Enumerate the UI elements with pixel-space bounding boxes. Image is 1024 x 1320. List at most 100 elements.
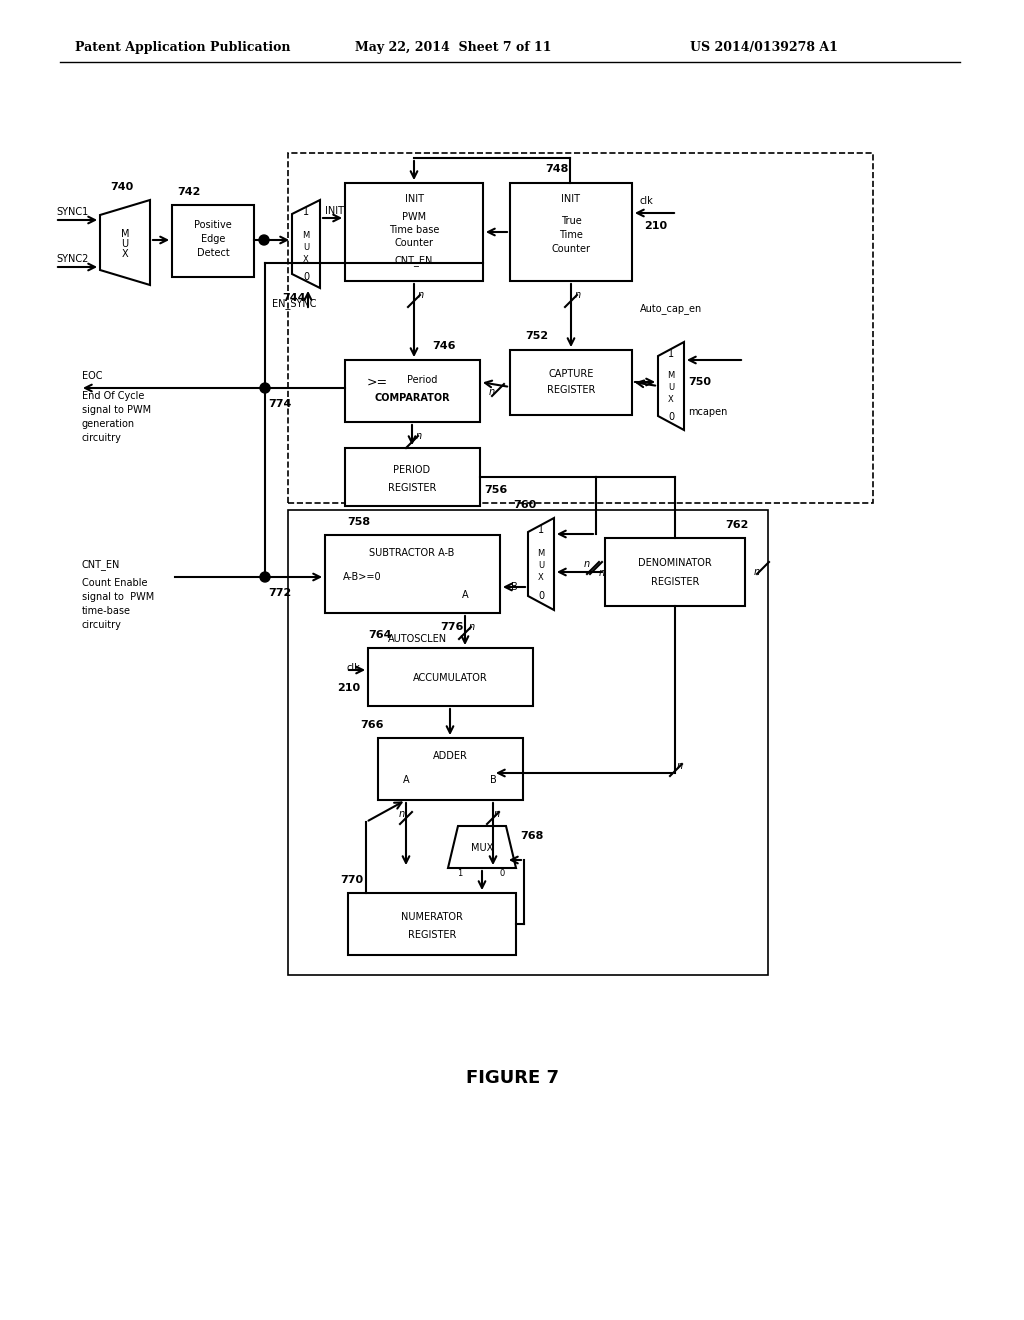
Text: INIT: INIT [561, 194, 581, 205]
Text: REGISTER: REGISTER [547, 385, 595, 395]
Text: generation: generation [82, 418, 135, 429]
Text: 750: 750 [688, 378, 711, 387]
Text: U: U [303, 243, 309, 252]
Text: REGISTER: REGISTER [408, 931, 456, 940]
Text: 744: 744 [282, 293, 305, 304]
Text: n: n [584, 558, 590, 569]
Bar [288, 153, 873, 503]
Text: 1: 1 [668, 348, 674, 359]
Polygon shape [658, 342, 684, 430]
Text: n: n [599, 568, 605, 578]
Bar [345, 183, 483, 281]
Text: B: B [489, 775, 497, 785]
Bar [345, 447, 480, 506]
Text: CNT_EN: CNT_EN [395, 256, 433, 267]
Text: May 22, 2014  Sheet 7 of 11: May 22, 2014 Sheet 7 of 11 [355, 41, 552, 54]
Text: n: n [575, 290, 582, 300]
Text: 756: 756 [484, 484, 507, 495]
Text: circuitry: circuitry [82, 433, 122, 444]
Text: X: X [668, 396, 674, 404]
Text: Edge: Edge [201, 234, 225, 244]
Text: n: n [677, 762, 683, 771]
Text: INIT: INIT [325, 206, 344, 216]
Text: 210: 210 [644, 220, 667, 231]
Text: 0: 0 [303, 272, 309, 282]
Circle shape [259, 235, 269, 246]
Text: A-B>=0: A-B>=0 [343, 572, 382, 582]
Text: A: A [462, 590, 468, 601]
Text: n: n [494, 809, 500, 818]
Text: 210: 210 [337, 682, 360, 693]
Text: NUMERATOR: NUMERATOR [401, 912, 463, 921]
Bar [510, 183, 632, 281]
Text: Time base: Time base [389, 224, 439, 235]
Text: 764: 764 [368, 630, 391, 640]
Bar [605, 539, 745, 606]
Text: signal to PWM: signal to PWM [82, 405, 152, 414]
Text: Positive: Positive [195, 220, 231, 230]
Text: M: M [538, 549, 545, 558]
Text: 770: 770 [340, 875, 364, 884]
Text: Auto_cap_en: Auto_cap_en [640, 304, 702, 314]
Text: EN_SYNC: EN_SYNC [272, 298, 316, 309]
Bar [378, 738, 523, 800]
Text: X: X [122, 249, 128, 259]
Polygon shape [100, 201, 150, 285]
Text: U: U [538, 561, 544, 570]
Text: PERIOD: PERIOD [393, 465, 430, 475]
Polygon shape [292, 201, 319, 288]
Text: ADDER: ADDER [432, 751, 467, 762]
Text: SYNC1: SYNC1 [56, 207, 88, 216]
Text: >=: >= [367, 375, 388, 388]
Text: 760: 760 [513, 500, 537, 510]
Text: Count Enable: Count Enable [82, 578, 147, 587]
Text: INIT: INIT [404, 194, 424, 205]
Text: n: n [469, 622, 475, 632]
Text: Counter: Counter [552, 244, 591, 253]
Text: 0: 0 [500, 870, 505, 879]
Text: mcapen: mcapen [688, 407, 727, 417]
Text: 752: 752 [525, 331, 548, 341]
Text: signal to  PWM: signal to PWM [82, 591, 155, 602]
Text: 766: 766 [360, 719, 384, 730]
Text: X: X [539, 573, 544, 582]
Text: clk: clk [346, 663, 360, 673]
Text: circuitry: circuitry [82, 620, 122, 630]
Text: 762: 762 [725, 520, 749, 531]
Text: 1: 1 [303, 207, 309, 216]
Text: Counter: Counter [394, 238, 433, 248]
Polygon shape [449, 826, 516, 869]
Text: 772: 772 [268, 587, 291, 598]
Text: Patent Application Publication: Patent Application Publication [75, 41, 291, 54]
Bar [348, 894, 516, 954]
Text: CNT_EN: CNT_EN [82, 560, 121, 570]
Circle shape [260, 383, 270, 393]
Text: time-base: time-base [82, 606, 131, 616]
Bar [368, 648, 534, 706]
Text: 1: 1 [538, 525, 544, 535]
Text: 740: 740 [110, 182, 133, 191]
Text: PWM: PWM [402, 213, 426, 222]
Text: n: n [754, 568, 760, 577]
Text: 0: 0 [668, 412, 674, 422]
Text: n: n [488, 387, 495, 397]
Text: 1: 1 [458, 870, 463, 879]
Text: REGISTER: REGISTER [388, 483, 436, 492]
Text: n: n [399, 809, 406, 818]
Text: M: M [121, 228, 129, 239]
Text: True: True [560, 216, 582, 226]
Text: Time: Time [559, 230, 583, 240]
Text: B: B [511, 582, 517, 591]
Text: n: n [416, 432, 422, 441]
Bar [288, 510, 768, 975]
Text: 774: 774 [268, 399, 292, 409]
Bar [172, 205, 254, 277]
Text: SYNC2: SYNC2 [56, 253, 88, 264]
Text: n: n [418, 290, 424, 300]
Text: COMPARATOR: COMPARATOR [374, 393, 450, 403]
Text: CAPTURE: CAPTURE [548, 370, 594, 379]
Text: U: U [668, 384, 674, 392]
Text: FIGURE 7: FIGURE 7 [466, 1069, 558, 1086]
Bar [325, 535, 500, 612]
Bar [345, 360, 480, 422]
